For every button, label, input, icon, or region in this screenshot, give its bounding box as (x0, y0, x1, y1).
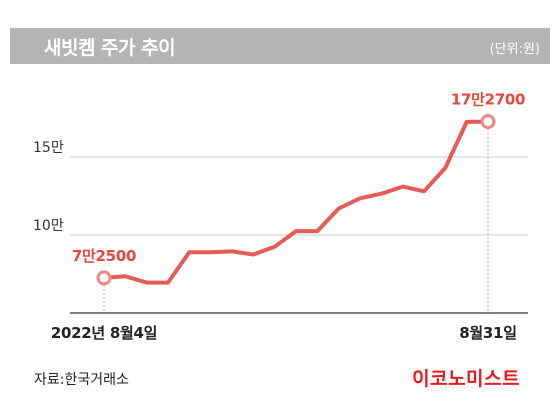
data-point (359, 197, 362, 200)
value-label: 17만2700 (451, 91, 525, 109)
chart-title: 새빗켐 주가 추이 (44, 37, 176, 59)
data-point (188, 251, 191, 254)
price-line (102, 119, 490, 285)
data-point (423, 190, 426, 193)
y-tick-label: 15만 (33, 140, 64, 156)
highlight-marker (480, 114, 496, 130)
data-point (380, 192, 383, 195)
value-label: 7만2500 (72, 247, 136, 265)
data-point (273, 245, 276, 248)
data-point (167, 281, 170, 284)
data-point (231, 250, 234, 253)
title-bar: 새빗켐 주가 추이 (단위:원) (10, 28, 550, 64)
data-point (444, 166, 447, 169)
publisher-logo: 이코노미스트 (412, 368, 520, 390)
x-label-start: 2022년 8월4일 (51, 324, 157, 342)
unit-label: (단위:원) (489, 42, 540, 57)
data-point (295, 230, 298, 233)
data-point (252, 253, 255, 256)
source-note: 자료:한국거래소 (34, 372, 129, 388)
x-label-end: 8월31일 (459, 324, 516, 342)
data-point (209, 251, 212, 254)
y-tick-label: 10만 (33, 218, 64, 234)
data-point (145, 281, 148, 284)
data-point (316, 230, 319, 233)
data-point (401, 185, 404, 188)
data-point (124, 275, 127, 278)
highlight-marker (96, 270, 112, 286)
data-point (337, 207, 340, 210)
data-point (465, 120, 468, 123)
